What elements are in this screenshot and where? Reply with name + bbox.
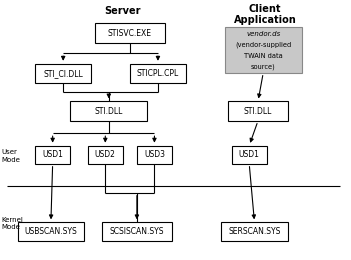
Text: USD3: USD3 [144,150,165,159]
Text: TWAIN data: TWAIN data [244,53,283,59]
Text: Kernel
Mode: Kernel Mode [2,217,24,230]
Text: USD1: USD1 [42,150,63,159]
Text: (vendor-supplied: (vendor-supplied [235,42,291,48]
FancyBboxPatch shape [225,27,302,73]
FancyBboxPatch shape [102,222,172,240]
FancyBboxPatch shape [35,64,91,83]
FancyBboxPatch shape [18,222,84,240]
Text: source): source) [251,64,276,70]
FancyBboxPatch shape [228,101,288,121]
Text: SCSISCAN.SYS: SCSISCAN.SYS [110,227,164,236]
Text: USBSCAN.SYS: USBSCAN.SYS [25,227,77,236]
FancyBboxPatch shape [137,146,172,164]
Text: vendor.ds: vendor.ds [246,31,280,37]
FancyBboxPatch shape [232,146,267,164]
FancyBboxPatch shape [221,222,288,240]
FancyBboxPatch shape [88,146,123,164]
Text: USD1: USD1 [239,150,260,159]
FancyBboxPatch shape [130,64,186,83]
Text: Server: Server [105,6,141,16]
Text: User
Mode: User Mode [2,150,21,162]
Text: USD2: USD2 [95,150,116,159]
FancyBboxPatch shape [70,101,147,121]
Text: SERSCAN.SYS: SERSCAN.SYS [228,227,281,236]
Text: STISVC.EXE: STISVC.EXE [108,29,152,38]
Text: STI.DLL: STI.DLL [95,107,123,116]
Text: STICPL.CPL: STICPL.CPL [137,69,179,78]
FancyBboxPatch shape [35,146,70,164]
Text: STI_CI.DLL: STI_CI.DLL [43,69,83,78]
Text: Client
Application: Client Application [234,4,296,25]
FancyBboxPatch shape [95,23,165,43]
Text: STI.DLL: STI.DLL [244,107,272,116]
